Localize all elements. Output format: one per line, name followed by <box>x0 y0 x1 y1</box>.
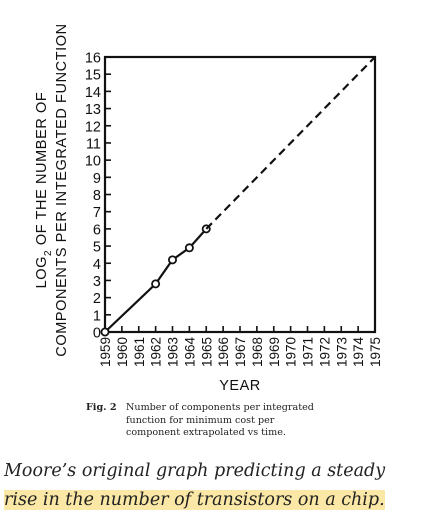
y-tick-label: 3 <box>93 274 101 290</box>
x-tick-label: 1967 <box>233 337 248 367</box>
x-tick-label: 1962 <box>149 337 164 367</box>
y-tick-label: 13 <box>85 102 101 118</box>
y-tick-label: 12 <box>85 119 101 135</box>
x-tick-label: 1975 <box>368 337 383 367</box>
y-tick-label: 6 <box>93 222 101 238</box>
y-tick-label: 16 <box>85 51 101 67</box>
x-tick-label: 1963 <box>166 337 181 367</box>
x-tick-label: 1961 <box>132 337 147 367</box>
photo-caption: Moore’s original graph predicting a stea… <box>4 457 424 515</box>
x-tick-label: 1971 <box>301 337 316 367</box>
y-axis-label: LOG2 OF THE NUMBER OF COMPONENTS PER INT… <box>34 23 70 357</box>
x-tick-label: 1960 <box>115 337 130 367</box>
y-tick-label: 5 <box>93 240 101 256</box>
x-tick-label: 1959 <box>98 337 113 367</box>
y-axis-label-line1: LOG2 OF THE NUMBER OF <box>34 92 54 289</box>
x-tick-label: 1974 <box>351 337 366 368</box>
photo-caption-line1: Moore’s original graph predicting a stea… <box>4 461 386 481</box>
data-point <box>184 243 194 253</box>
data-point <box>151 279 161 289</box>
figure-caption-text: Number of components per integrated func… <box>126 402 314 438</box>
data-point <box>167 255 177 265</box>
y-tick-label: 9 <box>93 171 101 187</box>
x-tick-label: 1965 <box>199 337 214 367</box>
y-tick-label: 15 <box>85 68 101 84</box>
photo-caption-highlight: rise in the number of transistors on a c… <box>4 490 385 510</box>
y-tick-label: 14 <box>85 85 101 101</box>
x-tick-label: 1968 <box>250 337 265 367</box>
moore-chart: LOG2 OF THE NUMBER OF COMPONENTS PER INT… <box>34 23 383 394</box>
y-tick-label: 4 <box>93 257 101 273</box>
x-tick-label: 1972 <box>317 337 332 367</box>
figure-caption: Fig. 2 Number of components per integrate… <box>86 402 416 440</box>
y-tick-label: 8 <box>93 188 101 204</box>
y-tick-label: 0 <box>93 326 101 342</box>
extrapolation-line <box>205 56 376 230</box>
figure-label: Fig. 2 <box>86 402 117 413</box>
x-tick-label: 1969 <box>267 337 282 367</box>
x-axis-label: YEAR <box>219 378 261 394</box>
x-tick-label: 1970 <box>284 337 299 367</box>
y-tick-label: 7 <box>93 205 101 221</box>
y-tick-label: 1 <box>93 308 101 324</box>
data-point <box>100 327 110 337</box>
y-tick-label: 2 <box>93 291 101 307</box>
y-axis-label-line2: COMPONENTS PER INTEGRATED FUNCTION <box>54 23 70 357</box>
x-tick-label: 1964 <box>182 337 197 368</box>
x-tick-label: 1973 <box>334 337 349 367</box>
y-tick-label: 10 <box>85 154 101 170</box>
x-tick-label: 1966 <box>216 337 231 367</box>
y-tick-label: 11 <box>86 136 101 152</box>
